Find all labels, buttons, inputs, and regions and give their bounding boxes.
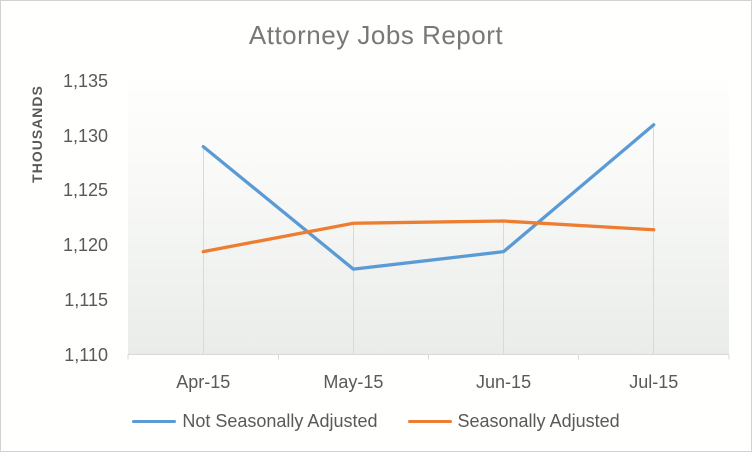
legend-line-swatch bbox=[407, 419, 452, 423]
series-line-seasonally-adjusted bbox=[201, 219, 656, 254]
x-axis-tick-label: May-15 bbox=[323, 372, 384, 392]
y-axis-tick-label: 1,120 bbox=[62, 235, 108, 256]
y-axis-tick-label: 1,110 bbox=[64, 344, 108, 365]
y-axis-tick-label: 1,115 bbox=[64, 289, 108, 310]
legend-line-swatch bbox=[132, 419, 177, 423]
y-axis-tick-label: 1,130 bbox=[62, 125, 108, 146]
y-axis-tick-label: 1,125 bbox=[62, 180, 108, 201]
legend-label: Not Seasonally Adjusted bbox=[182, 411, 378, 431]
legend-label: Seasonally Adjusted bbox=[457, 411, 620, 431]
x-axis-tick-label: Apr-15 bbox=[176, 372, 231, 392]
y-axis-tick-label: 1,135 bbox=[62, 71, 108, 91]
series-line-not-seasonally-adjusted bbox=[201, 123, 656, 271]
chart-title: Attorney Jobs Report bbox=[248, 20, 504, 50]
legend-item-seasonally-adjusted: Seasonally Adjusted bbox=[407, 410, 620, 432]
legend: Not Seasonally Adjusted Seasonally Adjust… bbox=[1, 410, 751, 432]
plot-area bbox=[128, 81, 729, 355]
legend-item-not-seasonally-adjusted: Not Seasonally Adjusted bbox=[132, 410, 378, 432]
x-axis-tick-label: Jul-15 bbox=[629, 372, 679, 392]
x-axis-tick-label: Jun-15 bbox=[476, 372, 532, 392]
